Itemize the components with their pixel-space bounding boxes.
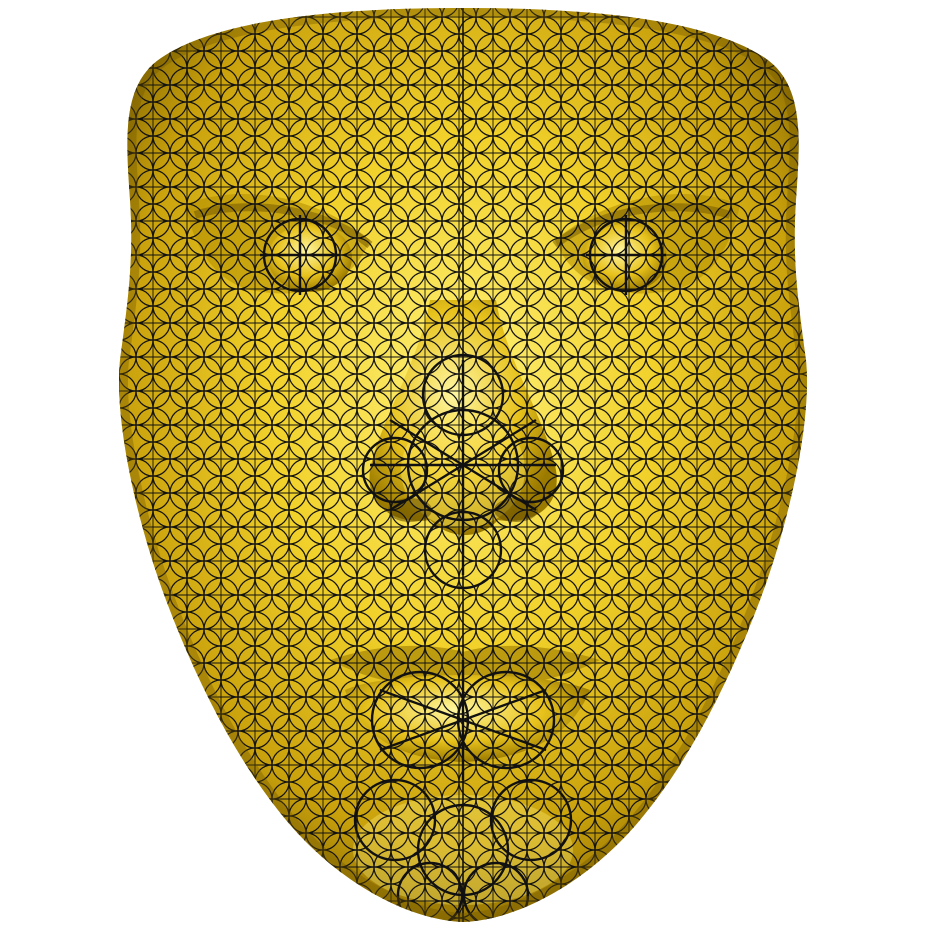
face-render-canvas [119,8,807,922]
face-mesh-figure [119,8,807,922]
